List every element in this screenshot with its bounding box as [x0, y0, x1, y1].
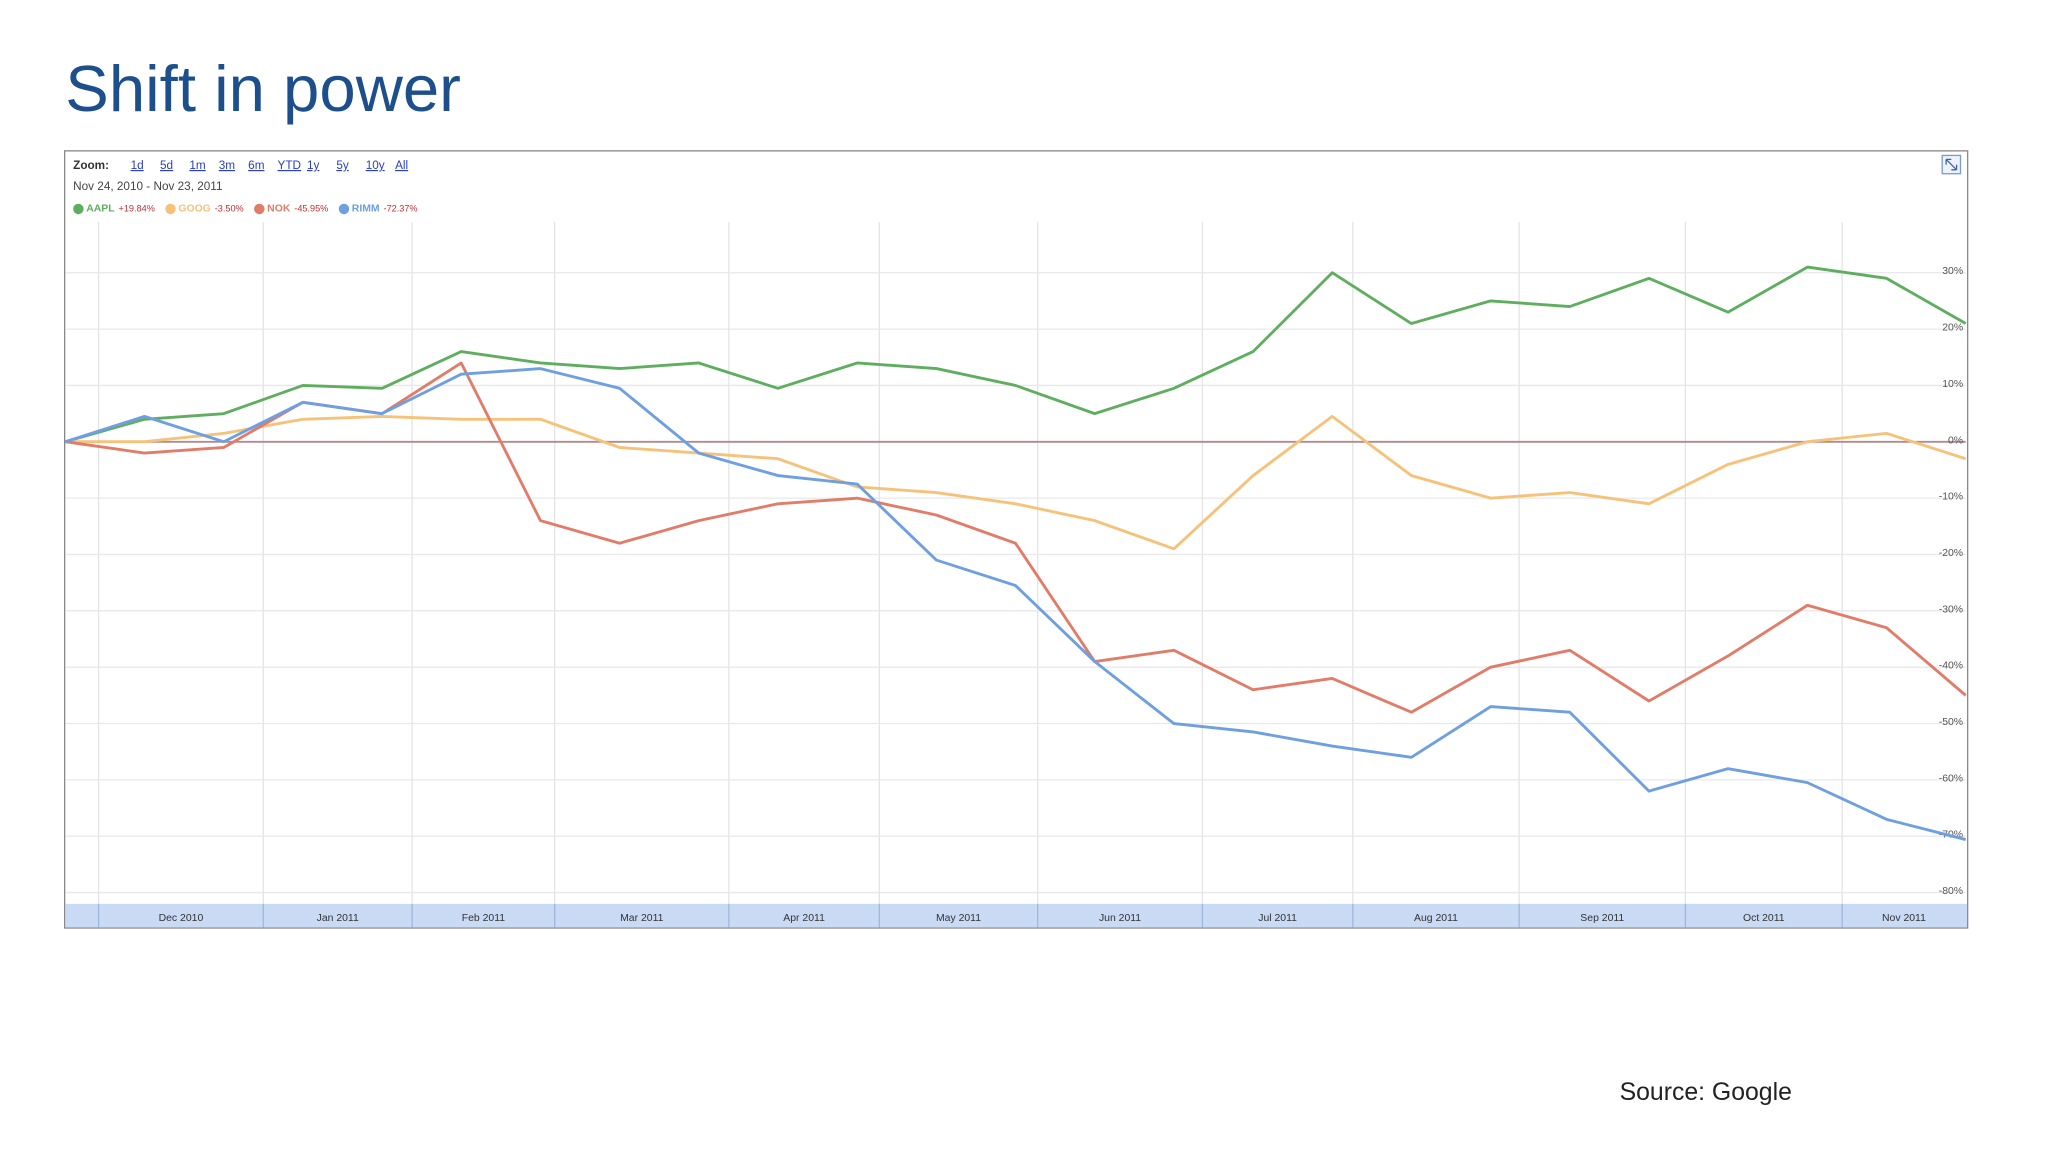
zoom-link[interactable]: 5y — [336, 159, 349, 172]
zoom-link[interactable]: YTD — [278, 159, 302, 172]
zoom-label: Zoom: — [73, 159, 109, 172]
x-tick-label: Jun 2011 — [1099, 913, 1141, 924]
legend-name: AAPL — [86, 204, 115, 215]
y-tick-label: -40% — [1939, 661, 1963, 672]
x-tick-label: Sep 2011 — [1580, 913, 1624, 924]
legend-name: NOK — [267, 204, 291, 215]
legend-dot — [165, 203, 176, 215]
time-axis-bar — [65, 903, 1968, 928]
legend-change: -72.37% — [384, 203, 418, 213]
x-tick-label: Dec 2010 — [159, 913, 204, 924]
legend-dot — [254, 203, 265, 215]
x-tick-label: Nov 2011 — [1882, 913, 1926, 924]
y-tick-label: -80% — [1939, 886, 1963, 897]
x-tick-label: May 2011 — [936, 913, 981, 924]
y-tick-label: 20% — [1942, 323, 1963, 334]
y-tick-label: 0% — [1948, 435, 1963, 446]
source-note: Source: Google — [1620, 1079, 1792, 1106]
zoom-link[interactable]: 10y — [366, 159, 385, 172]
legend-change: -45.95% — [294, 203, 328, 213]
zoom-link[interactable]: 6m — [248, 159, 265, 172]
x-tick-label: Apr 2011 — [783, 913, 825, 924]
x-tick-label: Jan 2011 — [317, 913, 359, 924]
series-line — [64, 265, 1967, 444]
expand-icon — [1945, 158, 1958, 171]
y-tick-label: -50% — [1939, 717, 1963, 728]
legend-dot — [338, 203, 350, 215]
series-line — [64, 367, 1967, 841]
legend-name: GOOG — [178, 204, 210, 215]
zoom-link[interactable]: 1y — [307, 159, 320, 172]
x-tick-label: Oct 2011 — [1743, 913, 1785, 924]
y-tick-label: 10% — [1942, 379, 1963, 390]
y-tick-label: -20% — [1939, 548, 1963, 559]
x-tick-label: Aug 2011 — [1414, 913, 1458, 924]
legend-change: -3.50% — [215, 203, 244, 213]
zoom-link[interactable]: 5d — [160, 159, 173, 172]
chart-frame — [64, 150, 1969, 929]
y-tick-label: -60% — [1939, 773, 1963, 784]
legend-dot — [73, 203, 84, 215]
zoom-link[interactable]: 1m — [189, 159, 206, 172]
x-tick-label: Jul 2011 — [1258, 913, 1297, 924]
date-range: Nov 24, 2010 - Nov 23, 2011 — [73, 180, 222, 193]
y-tick-label: -10% — [1939, 492, 1963, 503]
x-tick-label: Feb 2011 — [462, 913, 506, 924]
series-line — [65, 414, 1967, 551]
zoom-link[interactable]: 1d — [131, 159, 144, 172]
legend-name: RIMM — [352, 204, 380, 215]
x-tick-label: Mar 2011 — [620, 913, 664, 924]
zoom-link[interactable]: 3m — [219, 159, 236, 172]
slide-title: Shift in power — [65, 52, 461, 125]
y-tick-label: 30% — [1942, 266, 1963, 277]
y-tick-label: -30% — [1939, 604, 1963, 615]
zoom-link[interactable]: All — [395, 159, 408, 172]
legend-change: +19.84% — [119, 203, 155, 213]
